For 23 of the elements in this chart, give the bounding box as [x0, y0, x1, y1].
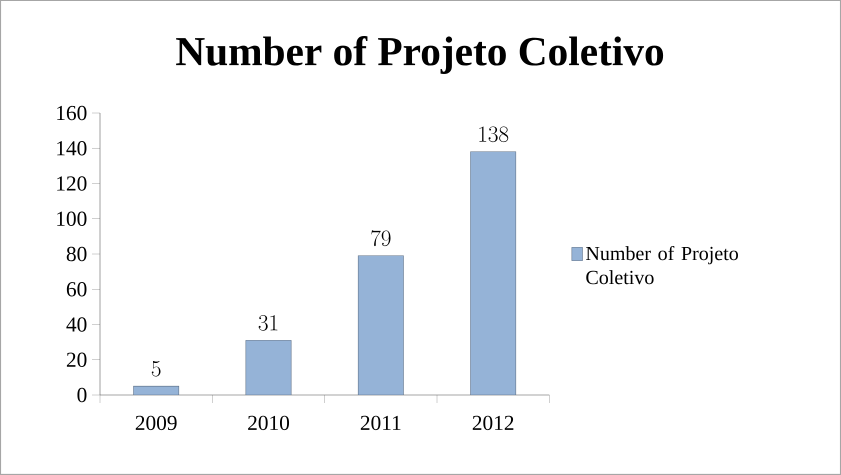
- y-tick-label: 80: [66, 246, 86, 262]
- data-label: 5: [152, 360, 161, 377]
- y-tick-label: 40: [66, 317, 86, 332]
- x-tick-label: 2012: [472, 416, 514, 430]
- data-label: 31: [258, 315, 278, 331]
- y-tick-label: 100: [57, 212, 86, 226]
- x-tick-label: 2011: [360, 416, 400, 430]
- x-tick-label: 2009: [136, 416, 177, 430]
- bar: [133, 386, 180, 395]
- y-tick-label: 140: [57, 141, 86, 156]
- chart-title: Number of Projeto Coletivo: [176, 36, 664, 74]
- legend-label: Number of Projeto Coletivo: [586, 246, 738, 284]
- data-label: 138: [479, 126, 508, 142]
- bar: [358, 255, 404, 395]
- y-tick-label: 20: [66, 352, 86, 367]
- data-label: 79: [371, 230, 391, 246]
- bar: [470, 152, 516, 395]
- y-tick-label: 160: [57, 106, 86, 120]
- y-tick-label: 0: [77, 388, 86, 402]
- x-tick-label: 2010: [248, 416, 290, 430]
- y-tick-label: 120: [57, 176, 86, 191]
- bar: [246, 340, 292, 395]
- y-tick-label: 60: [66, 282, 86, 296]
